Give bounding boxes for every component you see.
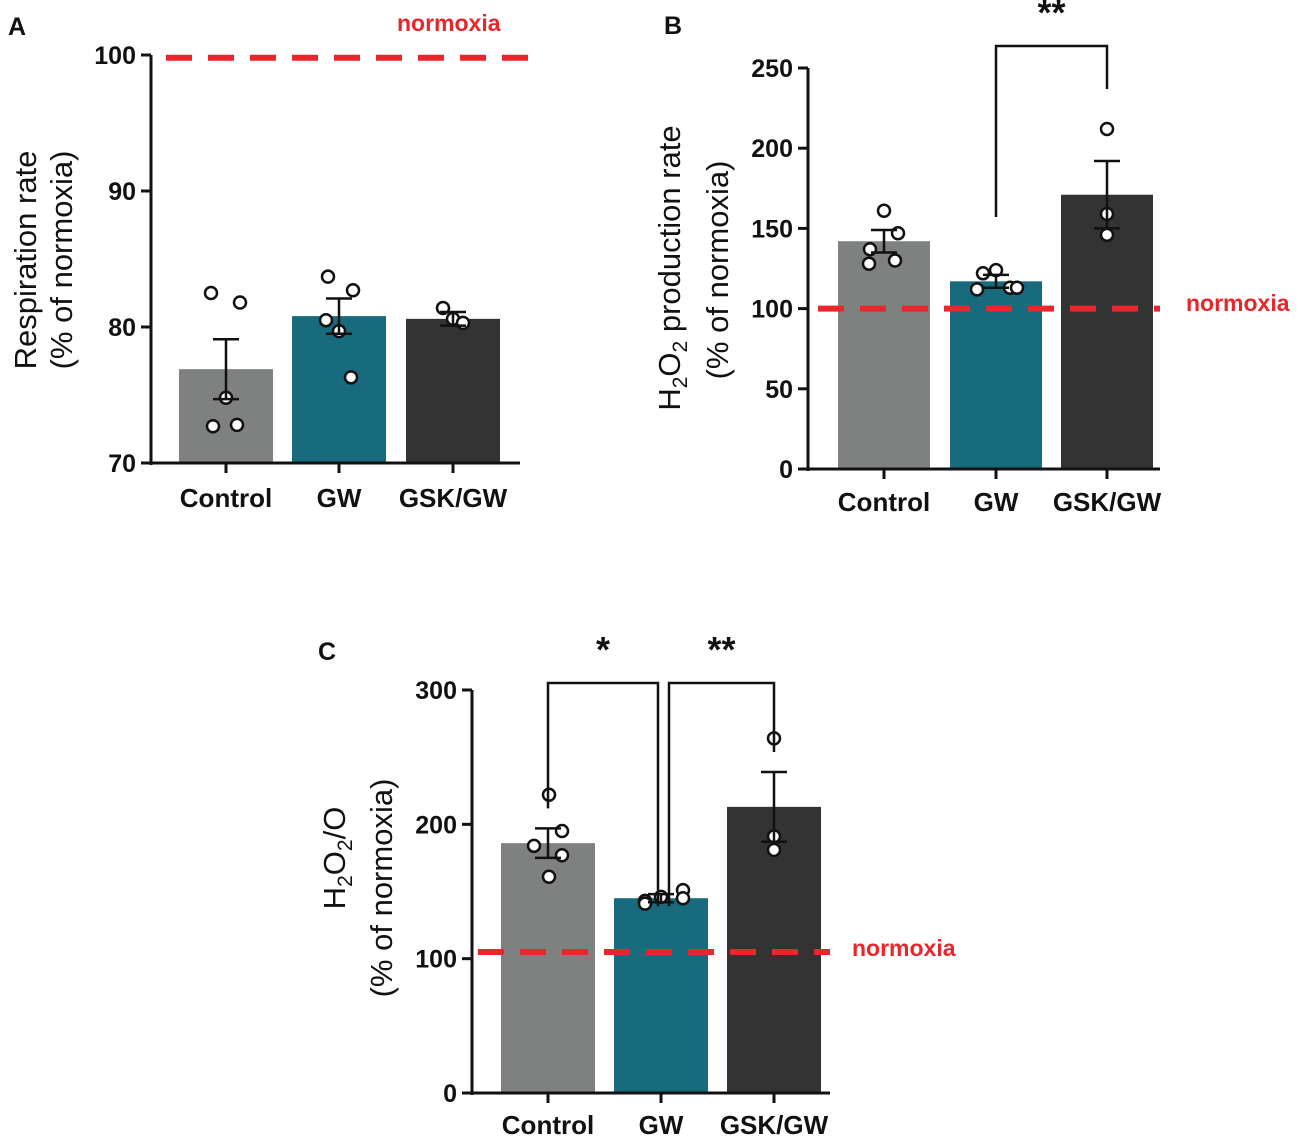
category-label-gw: GW (639, 1110, 684, 1136)
category-label-gsk-gw: GSK/GW (720, 1110, 829, 1136)
data-point (526, 838, 542, 854)
data-point (320, 269, 336, 284)
y-tick-label: 200 (751, 135, 793, 163)
category-label-gw: GW (317, 483, 362, 513)
significance-label: * (596, 629, 610, 670)
data-point (1099, 121, 1115, 137)
significance-bracket: * (546, 629, 660, 907)
panel-b-letter: B (664, 12, 682, 40)
data-point (205, 419, 221, 434)
data-point (541, 869, 557, 884)
ylabel-b-o: O (652, 352, 687, 376)
significance-bracket-line (667, 681, 776, 907)
error-bar-gsk-gw (440, 310, 466, 327)
data-point (887, 253, 903, 268)
bar-control (838, 241, 930, 469)
panel-a-ylabel-line2: (% of normoxia) (44, 151, 79, 370)
data-point (766, 842, 782, 858)
data-point (229, 417, 245, 433)
panel-b: B H2O2 production rate (% of normoxia) n… (652, 0, 1290, 517)
panel-c-letter: C (318, 638, 336, 666)
y-tick-label: 80 (108, 314, 136, 342)
ylabel-b-sub-2a: 2 (669, 377, 692, 389)
data-point (675, 890, 691, 906)
ylabel-c-rest: /O (317, 807, 352, 840)
panel-a: A Respiration rate (% of normoxia) normo… (8, 10, 535, 513)
ylabel-b-h: H (652, 388, 687, 410)
significance-label: ** (1037, 0, 1065, 33)
error-bar-gsk-gw (761, 770, 787, 844)
panel-a-letter: A (8, 13, 26, 41)
data-point (203, 285, 219, 301)
data-point (1099, 227, 1115, 243)
error-bar-gsk-gw (1094, 159, 1120, 230)
data-point (318, 312, 334, 328)
panel-a-ylabel-line1: Respiration rate (8, 151, 43, 370)
y-tick-label: 150 (751, 215, 793, 243)
bar-control (501, 843, 595, 1093)
data-point (876, 203, 892, 219)
data-point (345, 283, 361, 298)
ylabel-c-sub-2b: 2 (334, 839, 357, 851)
category-label-gsk-gw: GSK/GW (1053, 487, 1162, 517)
normoxia-label: normoxia (852, 935, 956, 961)
data-point (232, 295, 248, 310)
significance-bracket-line (994, 44, 1109, 217)
data-point (554, 823, 570, 839)
significance-bracket: ** (994, 0, 1109, 217)
panel-b-ylabel-line1: H2O2 production rate (652, 125, 692, 410)
panel-c-ylabel-line1: H2O2/O (317, 807, 357, 910)
y-tick-label: 100 (751, 296, 793, 324)
y-tick-label: 50 (765, 376, 793, 404)
y-tick-label: 100 (94, 42, 136, 70)
panel-c-ylabel-line2: (% of normoxia) (364, 779, 399, 998)
bar-gsk-gw (406, 318, 500, 463)
ylabel-b-sub-2b: 2 (669, 341, 692, 353)
y-tick-label: 200 (415, 811, 457, 839)
y-tick-label: 250 (751, 55, 793, 83)
y-tick-label: 300 (415, 677, 457, 705)
panel-c: C H2O2/O (% of normoxia) normoxia * ** 01… (317, 629, 956, 1136)
y-tick-label: 0 (443, 1080, 457, 1108)
data-point (1009, 280, 1025, 295)
data-point (969, 282, 985, 297)
y-tick-label: 100 (415, 946, 457, 974)
normoxia-label: normoxia (1186, 290, 1290, 316)
error-bar-gw (983, 273, 1009, 289)
data-point (637, 896, 653, 911)
bar-gw (614, 898, 708, 1093)
error-bar-control (213, 337, 239, 401)
category-label-gw: GW (974, 487, 1019, 517)
significance-label: ** (707, 629, 735, 670)
ylabel-c-sub-2a: 2 (334, 875, 357, 887)
error-bar-gw (326, 297, 352, 336)
significance-bracket: ** (667, 629, 776, 907)
ylabel-b-rest: production rate (652, 125, 687, 340)
error-bar-control (871, 228, 897, 254)
data-point (554, 847, 570, 863)
y-tick-label: 0 (779, 456, 793, 484)
significance-bracket-line (546, 681, 660, 907)
y-tick-label: 70 (108, 450, 136, 478)
bar-gw (950, 281, 1042, 469)
data-point (343, 370, 359, 385)
category-label-control: Control (838, 487, 930, 517)
category-label-control: Control (502, 1110, 594, 1136)
y-tick-label: 90 (108, 178, 136, 206)
panel-b-ylabel-line2: (% of normoxia) (700, 161, 735, 380)
data-point (975, 266, 991, 281)
normoxia-label: normoxia (397, 10, 501, 36)
ylabel-c-o: O (317, 851, 352, 875)
error-bar-control (535, 827, 561, 860)
data-point (861, 256, 877, 271)
category-label-gsk-gw: GSK/GW (399, 483, 508, 513)
ylabel-c-h: H (317, 887, 352, 909)
category-label-control: Control (180, 483, 272, 513)
bar-gw (292, 316, 386, 463)
